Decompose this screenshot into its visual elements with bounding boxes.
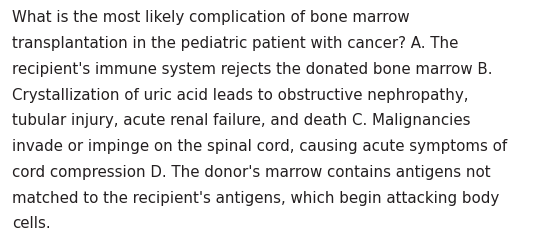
Text: cells.: cells. xyxy=(12,215,51,229)
Text: transplantation in the pediatric patient with cancer? A. The: transplantation in the pediatric patient… xyxy=(12,36,459,51)
Text: matched to the recipient's antigens, which begin attacking body: matched to the recipient's antigens, whi… xyxy=(12,190,499,205)
Text: tubular injury, acute renal failure, and death C. Malignancies: tubular injury, acute renal failure, and… xyxy=(12,113,471,128)
Text: Crystallization of uric acid leads to obstructive nephropathy,: Crystallization of uric acid leads to ob… xyxy=(12,87,469,102)
Text: recipient's immune system rejects the donated bone marrow B.: recipient's immune system rejects the do… xyxy=(12,62,493,76)
Text: cord compression D. The donor's marrow contains antigens not: cord compression D. The donor's marrow c… xyxy=(12,164,491,179)
Text: invade or impinge on the spinal cord, causing acute symptoms of: invade or impinge on the spinal cord, ca… xyxy=(12,139,508,153)
Text: What is the most likely complication of bone marrow: What is the most likely complication of … xyxy=(12,10,410,25)
